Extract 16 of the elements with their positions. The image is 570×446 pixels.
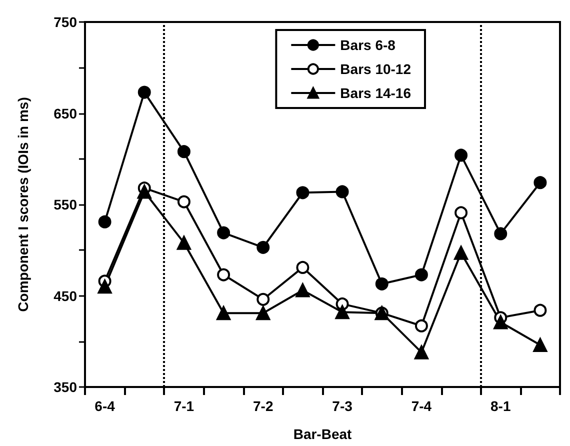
y-tick-label: 550 — [54, 196, 78, 212]
x-tick-label: 8-1 — [490, 398, 511, 414]
y-tick-label: 350 — [54, 379, 78, 395]
legend-label: Bars 14-16 — [340, 85, 412, 101]
y-tick-label: 650 — [54, 105, 78, 122]
x-axis-title: Bar-Beat — [293, 426, 352, 442]
y-tick-label: 750 — [54, 14, 78, 30]
legend-label: Bars 6-8 — [340, 37, 396, 53]
x-tick-label: 7-3 — [332, 398, 353, 414]
x-tick-label: 6-4 — [94, 398, 116, 414]
y-tick-label: 450 — [54, 288, 78, 304]
x-tick-label: 7-4 — [411, 398, 432, 414]
x-tick-label: 7-1 — [174, 398, 194, 414]
x-tick-label: 7-2 — [253, 398, 274, 414]
legend-label: Bars 10-12 — [340, 61, 412, 77]
y-axis-title: Component I scores (IOIs in ms) — [15, 97, 31, 312]
